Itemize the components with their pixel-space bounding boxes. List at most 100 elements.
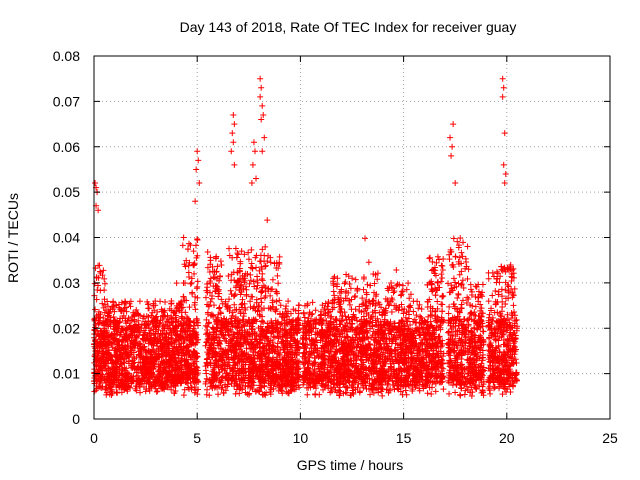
- data-point: [95, 383, 102, 390]
- data-point: [205, 320, 212, 327]
- data-point: [192, 293, 199, 300]
- data-point: [150, 379, 157, 386]
- data-point: [276, 253, 283, 260]
- data-point: [108, 386, 115, 393]
- data-point: [226, 252, 233, 259]
- data-point: [333, 283, 340, 290]
- data-point: [190, 248, 197, 255]
- data-point: [207, 275, 214, 282]
- data-point: [253, 264, 260, 271]
- data-point: [366, 380, 373, 387]
- data-point: [110, 298, 117, 305]
- data-point: [126, 300, 133, 307]
- data-point: [440, 255, 447, 262]
- grid: [94, 56, 610, 419]
- data-point: [249, 265, 256, 272]
- data-point: [115, 304, 122, 311]
- data-point: [415, 305, 422, 312]
- data-point: [504, 265, 511, 272]
- data-point: [96, 262, 103, 269]
- data-point: [352, 292, 359, 299]
- data-point: [398, 301, 405, 308]
- data-point: [123, 308, 130, 315]
- data-point: [405, 280, 412, 287]
- data-point: [308, 311, 315, 318]
- data-point: [434, 298, 441, 305]
- data-point: [262, 243, 269, 250]
- data-point: [459, 277, 466, 284]
- data-point: [186, 304, 193, 311]
- data-point: [467, 328, 474, 335]
- data-point: [224, 383, 231, 390]
- data-point: [190, 261, 197, 268]
- data-point: [431, 264, 438, 271]
- data-point: [359, 295, 366, 302]
- data-point: [454, 294, 461, 301]
- data-point: [458, 260, 465, 267]
- data-point: [277, 302, 284, 309]
- data-point: [215, 382, 222, 389]
- data-point: [152, 298, 159, 305]
- data-point: [439, 292, 446, 299]
- data-point: [431, 267, 438, 274]
- data-point: [183, 257, 190, 264]
- data-point: [204, 248, 211, 255]
- data-point: [370, 289, 377, 296]
- data-point: [428, 390, 435, 397]
- data-point: [388, 279, 395, 286]
- data-point: [489, 292, 496, 299]
- data-point: [362, 235, 369, 242]
- data-point: [508, 278, 515, 285]
- data-point: [185, 269, 192, 276]
- data-point: [456, 308, 463, 315]
- data-point: [133, 307, 140, 314]
- data-point: [459, 253, 466, 260]
- data-point: [374, 276, 381, 283]
- data-point: [397, 292, 404, 299]
- data-point: [222, 387, 229, 394]
- data-point: [330, 275, 337, 282]
- data-point: [433, 259, 440, 266]
- data-point: [180, 293, 187, 300]
- data-point: [502, 268, 509, 275]
- data-point: [328, 313, 335, 320]
- data-point: [330, 288, 337, 295]
- data-point: [136, 298, 143, 305]
- data-point: [412, 384, 419, 391]
- data-point: [346, 301, 353, 308]
- data-point: [418, 306, 425, 313]
- data-point: [332, 386, 339, 393]
- data-point: [448, 282, 455, 289]
- data-point: [267, 384, 274, 391]
- data-point: [237, 309, 244, 316]
- data-point: [186, 240, 193, 247]
- data-point: [237, 258, 244, 265]
- data-point: [369, 309, 376, 316]
- data-point: [399, 288, 406, 295]
- data-point: [462, 255, 469, 262]
- data-point: [216, 305, 223, 312]
- data-point: [149, 309, 156, 316]
- data-point: [153, 388, 160, 395]
- data-point: [234, 250, 241, 257]
- data-point: [204, 284, 211, 291]
- data-point: [253, 285, 260, 292]
- data-point: [131, 312, 138, 319]
- data-point: [259, 288, 266, 295]
- data-point: [208, 311, 215, 318]
- data-point: [149, 319, 156, 326]
- data-point: [258, 299, 265, 306]
- data-point: [204, 264, 211, 271]
- data-point: [490, 385, 497, 392]
- data-point: [492, 298, 499, 305]
- data-point: [363, 297, 370, 304]
- data-point: [248, 293, 255, 300]
- data-point: [360, 286, 367, 293]
- data-point: [447, 248, 454, 255]
- data-point: [226, 245, 233, 252]
- data-point: [446, 390, 453, 397]
- data-point: [261, 391, 268, 398]
- data-point: [218, 296, 225, 303]
- data-point: [137, 389, 144, 396]
- data-point: [246, 280, 253, 287]
